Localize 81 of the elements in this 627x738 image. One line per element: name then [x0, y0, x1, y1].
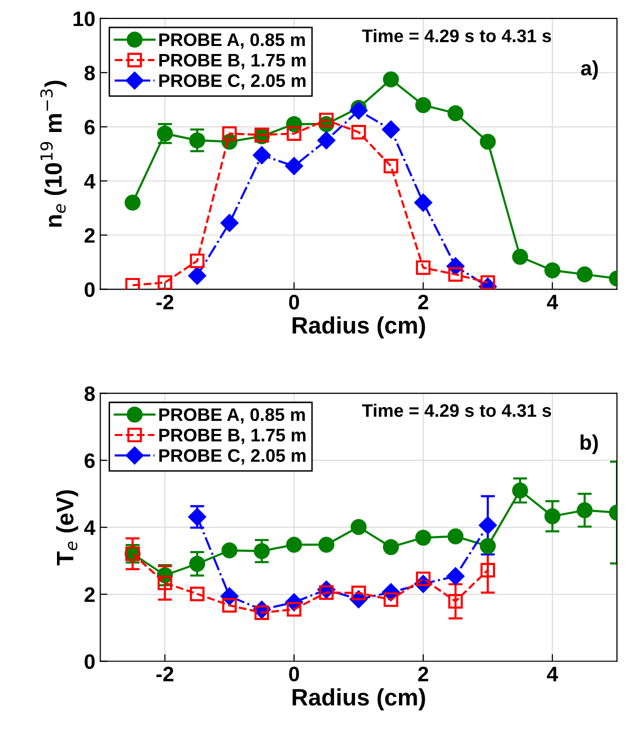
y-tick-label: 4	[84, 174, 96, 189]
point	[544, 508, 560, 524]
annotation: Time = 4.29 s to 4.31 s	[362, 404, 552, 417]
y-tick-label: 2	[84, 587, 95, 602]
point	[220, 214, 238, 232]
point	[158, 275, 172, 290]
x-axis-title: Radius (cm)	[292, 316, 426, 338]
y-tick-label: 4	[84, 520, 96, 535]
point	[124, 194, 141, 211]
point	[384, 158, 398, 174]
annotation: a)	[580, 60, 598, 80]
y-tick-label: 8	[84, 386, 95, 402]
x-tick-label: 0	[289, 666, 300, 682]
point	[189, 556, 206, 572]
y-axis-title: T$_{e}$ (eV)	[56, 490, 78, 566]
legend-label: PROBE C, 2.05 m	[159, 449, 306, 465]
point	[448, 528, 464, 544]
x-axis-title: Radius (cm)	[292, 688, 426, 710]
y-tick-label: 0	[84, 282, 95, 298]
point	[222, 126, 237, 141]
point	[576, 266, 593, 282]
y-tick-label: 0	[84, 654, 95, 669]
point	[478, 516, 497, 534]
point	[448, 105, 464, 122]
point	[158, 576, 172, 590]
point	[285, 157, 303, 175]
x-tick-label: 0	[289, 294, 300, 310]
legend-label: PROBE B, 1.75 m	[159, 54, 306, 70]
point	[382, 71, 399, 88]
x-tick-label: 4	[546, 666, 558, 682]
point	[480, 275, 496, 290]
y-tick-label: 10	[74, 11, 95, 26]
point	[351, 124, 366, 140]
y-tick-label: 8	[84, 66, 95, 80]
x-tick-label: 4	[546, 294, 558, 310]
legend-label: PROBE A, 0.85 m	[159, 408, 305, 424]
point	[189, 132, 206, 148]
y-axis-title: n$_{e}$ (10$^{19}$ m$^{−3}$)	[40, 80, 66, 227]
point	[480, 538, 496, 554]
point	[576, 502, 593, 518]
point	[286, 536, 302, 553]
point	[382, 120, 400, 138]
point	[252, 146, 271, 164]
point	[448, 267, 463, 282]
point	[188, 508, 206, 526]
y-tick-label: 6	[84, 453, 95, 468]
annotation: Time = 4.29 s to 4.31 s	[362, 28, 552, 42]
point	[317, 131, 336, 150]
point	[190, 586, 204, 602]
point	[350, 518, 367, 535]
point	[319, 112, 334, 128]
point	[190, 254, 204, 268]
point	[414, 194, 432, 212]
point	[286, 126, 302, 141]
point	[318, 536, 334, 553]
point	[446, 567, 464, 586]
point	[382, 539, 399, 556]
y-tick-label: 2	[84, 228, 95, 243]
y-tick-label: 6	[84, 120, 95, 135]
legend-label: PROBE B, 1.75 m	[159, 428, 306, 444]
point	[415, 97, 432, 114]
point	[512, 248, 528, 265]
point	[350, 102, 368, 120]
point	[221, 542, 238, 558]
point	[254, 543, 270, 560]
legend-label: PROBE C, 2.05 m	[159, 74, 306, 90]
point	[448, 594, 463, 609]
point	[544, 262, 560, 278]
annotation: b)	[580, 434, 598, 454]
point	[480, 134, 496, 150]
legend-label: PROBE A, 0.85 m	[159, 33, 305, 49]
point	[512, 482, 528, 498]
x-tick-label: 2	[418, 666, 428, 682]
point	[480, 562, 496, 578]
x-tick-label: 2	[418, 294, 428, 310]
point	[188, 266, 206, 285]
point	[222, 598, 237, 613]
x-tick-label: -2	[156, 294, 174, 310]
point	[415, 530, 432, 546]
point	[416, 260, 431, 275]
x-tick-label: -2	[156, 666, 174, 682]
